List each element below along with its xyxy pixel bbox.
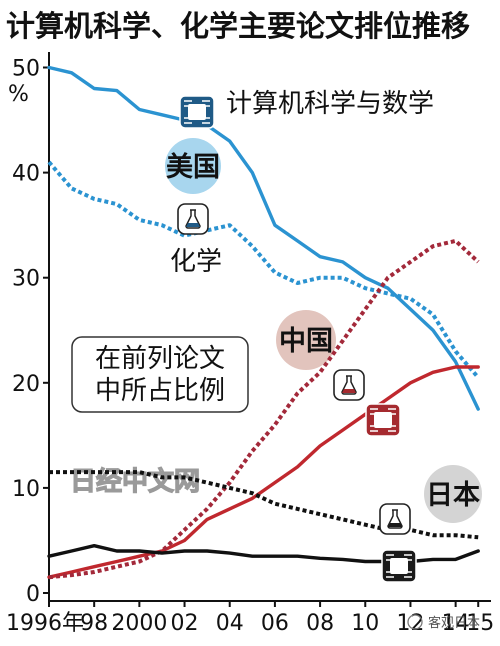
cs-series-label: 计算机科学与数学 (226, 89, 434, 119)
us-badge-circle (165, 138, 221, 194)
chip-icon (365, 403, 401, 437)
chem-series-label: 化学 (170, 247, 222, 277)
chip-icon (179, 95, 215, 129)
chip-icon (381, 549, 417, 583)
series-line-us-chem (47, 160, 480, 379)
x-tick-label: 1996年 (6, 611, 84, 636)
japan-badge-label: 日本 (426, 480, 480, 511)
y-tick-label: 0 (26, 582, 40, 607)
x-tick-label: 2000 (111, 611, 167, 636)
chart-title: 计算机科学、化学主要论文排位推移 (6, 9, 470, 43)
us-badge: 美国 (165, 138, 221, 194)
note-line-1: 在前列论文 (95, 344, 225, 374)
us-badge-label: 美国 (166, 151, 220, 183)
x-tick-label: 15 (466, 611, 494, 636)
china-badge: 中国 (276, 310, 336, 370)
flask-icon (379, 503, 411, 535)
x-tick-label: 98 (80, 611, 108, 636)
x-tick-label: 12 (396, 611, 424, 636)
china-badge-circle (276, 310, 336, 370)
source-label: 客观日本 (428, 615, 480, 631)
y-tick-label: 10 (12, 477, 40, 502)
flask-icon (333, 369, 365, 401)
japan-badge-circle (424, 465, 482, 523)
x-tick-label: 04 (216, 611, 244, 636)
series-line-china-cs (47, 365, 480, 579)
china-badge-label: 中国 (279, 326, 333, 357)
source-mark: 客观日本 (407, 614, 480, 631)
x-tick-label: 14 (442, 611, 470, 636)
series-line-china-chem (48, 238, 480, 580)
flask-icon (177, 203, 209, 235)
x-tick-label: 08 (306, 611, 334, 636)
y-tick-label: 40 (12, 162, 40, 187)
y-tick-label: 30 (12, 267, 40, 292)
y-tick-group: 0 10 20 30 40 50 (12, 57, 49, 607)
y-unit-label: % (8, 82, 29, 107)
japan-badge: 日本 (424, 465, 482, 523)
x-tick-label: 10 (351, 611, 379, 636)
x-tick-label: 02 (171, 611, 199, 636)
y-tick-label: 20 (12, 372, 40, 397)
x-tick-label: 06 (261, 611, 289, 636)
series-line-us-cs (47, 65, 480, 411)
series-layer (47, 65, 480, 580)
note-box (71, 336, 249, 413)
note-line-2: 中所占比例 (95, 376, 225, 406)
y-tick-label: 50 (12, 57, 40, 82)
